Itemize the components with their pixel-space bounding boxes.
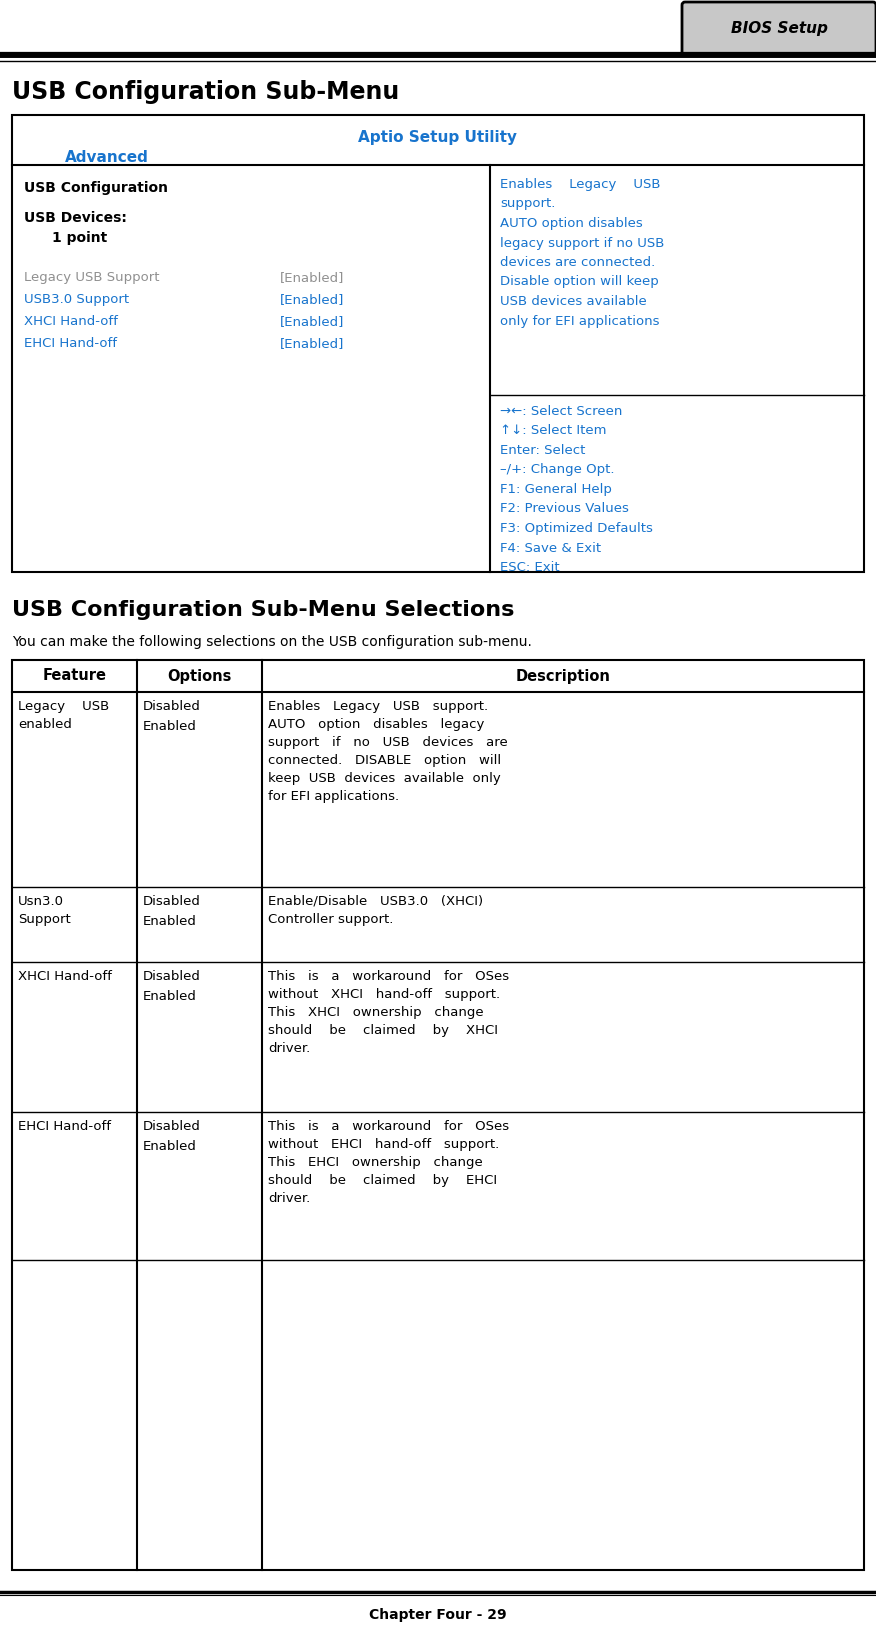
- Text: F4: Save & Exit: F4: Save & Exit: [500, 541, 601, 554]
- Bar: [12, 116, 864, 572]
- Text: devices are connected.: devices are connected.: [500, 256, 655, 269]
- Text: USB Configuration: USB Configuration: [24, 181, 168, 196]
- Text: Description: Description: [516, 668, 611, 683]
- Text: [Enabled]: [Enabled]: [280, 337, 344, 350]
- Text: Disabled
Enabled: Disabled Enabled: [143, 1120, 201, 1152]
- Text: Disabled
Enabled: Disabled Enabled: [143, 895, 201, 927]
- Text: only for EFI applications: only for EFI applications: [500, 315, 660, 328]
- Bar: [12, 660, 864, 1570]
- Text: USB3.0 Support: USB3.0 Support: [24, 293, 129, 306]
- Text: F3: Optimized Defaults: F3: Optimized Defaults: [500, 522, 653, 535]
- Text: Legacy USB Support: Legacy USB Support: [24, 271, 159, 284]
- Text: [Enabled]: [Enabled]: [280, 271, 344, 284]
- Text: support.: support.: [500, 197, 555, 210]
- Text: This   is   a   workaround   for   OSes
without   EHCI   hand-off   support.
Thi: This is a workaround for OSes without EH…: [268, 1120, 509, 1205]
- Text: [Enabled]: [Enabled]: [280, 315, 344, 328]
- Text: Legacy    USB
enabled: Legacy USB enabled: [18, 699, 110, 730]
- Text: Aptio Setup Utility: Aptio Setup Utility: [358, 130, 518, 145]
- Text: F1: General Help: F1: General Help: [500, 482, 611, 496]
- Text: Enables   Legacy   USB   support.
AUTO   option   disables   legacy
support   if: Enables Legacy USB support. AUTO option …: [268, 699, 508, 804]
- Text: XHCI Hand-off: XHCI Hand-off: [18, 970, 112, 983]
- Text: EHCI Hand-off: EHCI Hand-off: [18, 1120, 111, 1133]
- FancyBboxPatch shape: [682, 2, 876, 55]
- Text: Enter: Select: Enter: Select: [500, 443, 585, 456]
- Text: legacy support if no USB: legacy support if no USB: [500, 236, 664, 249]
- Text: Disabled
Enabled: Disabled Enabled: [143, 970, 201, 1002]
- Text: Advanced: Advanced: [65, 150, 149, 165]
- Text: 1 point: 1 point: [52, 231, 107, 244]
- Text: Enables    Legacy    USB: Enables Legacy USB: [500, 178, 661, 191]
- Text: →←: Select Screen: →←: Select Screen: [500, 404, 622, 417]
- Text: F2: Previous Values: F2: Previous Values: [500, 502, 629, 515]
- Text: USB Devices:: USB Devices:: [24, 210, 127, 225]
- Text: EHCI Hand-off: EHCI Hand-off: [24, 337, 117, 350]
- Text: Disabled
Enabled: Disabled Enabled: [143, 699, 201, 734]
- Text: USB Configuration Sub-Menu Selections: USB Configuration Sub-Menu Selections: [12, 600, 514, 619]
- Text: Disable option will keep: Disable option will keep: [500, 275, 659, 289]
- Text: –/+: Change Opt.: –/+: Change Opt.: [500, 463, 614, 476]
- Text: Chapter Four - 29: Chapter Four - 29: [369, 1609, 507, 1622]
- Text: Usn3.0
Support: Usn3.0 Support: [18, 895, 71, 926]
- Text: AUTO option disables: AUTO option disables: [500, 217, 643, 230]
- Text: XHCI Hand-off: XHCI Hand-off: [24, 315, 118, 328]
- Text: USB Configuration Sub-Menu: USB Configuration Sub-Menu: [12, 80, 399, 104]
- Text: BIOS Setup: BIOS Setup: [731, 21, 828, 36]
- Text: Enable/Disable   USB3.0   (XHCI)
Controller support.: Enable/Disable USB3.0 (XHCI) Controller …: [268, 895, 484, 926]
- Text: This   is   a   workaround   for   OSes
without   XHCI   hand-off   support.
Thi: This is a workaround for OSes without XH…: [268, 970, 509, 1055]
- Text: ESC: Exit: ESC: Exit: [500, 561, 560, 574]
- Text: ↑↓: Select Item: ↑↓: Select Item: [500, 424, 606, 437]
- Text: USB devices available: USB devices available: [500, 295, 646, 308]
- Text: [Enabled]: [Enabled]: [280, 293, 344, 306]
- Text: Feature: Feature: [43, 668, 107, 683]
- Text: You can make the following selections on the USB configuration sub-menu.: You can make the following selections on…: [12, 636, 532, 649]
- Text: Options: Options: [167, 668, 231, 683]
